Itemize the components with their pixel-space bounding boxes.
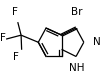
Text: F: F	[0, 33, 6, 43]
Text: F: F	[13, 52, 19, 62]
Text: N: N	[93, 37, 100, 47]
Text: Br: Br	[71, 7, 83, 17]
Text: F: F	[12, 7, 18, 17]
Text: NH: NH	[69, 63, 85, 73]
